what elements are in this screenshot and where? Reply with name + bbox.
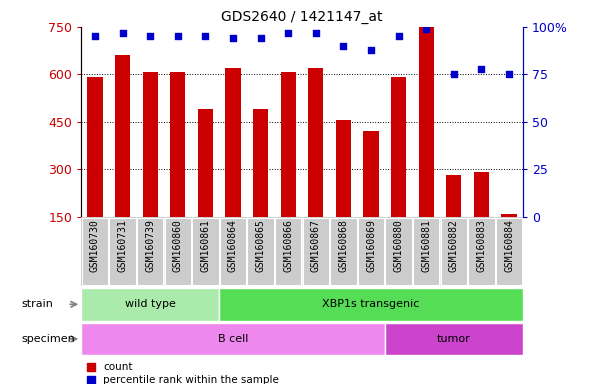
Point (504, 71, 514, 78)
FancyBboxPatch shape (192, 218, 219, 285)
Text: GSM160880: GSM160880 (394, 219, 404, 272)
FancyBboxPatch shape (468, 218, 495, 285)
Legend: count, percentile rank within the sample: count, percentile rank within the sample (87, 362, 279, 384)
Bar (364, 131, 379, 217)
FancyBboxPatch shape (82, 218, 108, 285)
Text: GSM160731: GSM160731 (118, 219, 127, 272)
Text: GSM160868: GSM160868 (338, 219, 349, 272)
Bar (115, 55, 130, 217)
Text: GSM160882: GSM160882 (449, 219, 459, 272)
Text: GSM160883: GSM160883 (477, 219, 486, 272)
FancyBboxPatch shape (385, 218, 412, 285)
Bar (81, 323, 385, 355)
Text: GSM160869: GSM160869 (366, 219, 376, 272)
Bar (142, 72, 157, 217)
Text: GSM160861: GSM160861 (200, 219, 210, 272)
Point (256, 35, 266, 41)
Text: XBP1s transgenic: XBP1s transgenic (322, 299, 419, 310)
Text: specimen: specimen (21, 334, 75, 344)
FancyBboxPatch shape (165, 218, 191, 285)
Bar (308, 68, 323, 217)
FancyBboxPatch shape (137, 218, 163, 285)
Text: wild type: wild type (125, 299, 175, 310)
Point (201, 33, 210, 40)
Bar (281, 72, 296, 217)
FancyBboxPatch shape (330, 218, 356, 285)
Bar (219, 288, 523, 321)
Point (90, 33, 100, 40)
Bar (474, 172, 489, 217)
Bar (419, 27, 434, 217)
Text: GSM160884: GSM160884 (504, 219, 514, 272)
Bar (87, 77, 103, 217)
Bar (385, 323, 523, 355)
Bar (225, 68, 240, 217)
Point (228, 35, 238, 41)
Point (284, 30, 293, 36)
Point (421, 26, 431, 32)
Bar (81, 288, 219, 321)
FancyBboxPatch shape (302, 218, 329, 285)
Text: GSM160860: GSM160860 (172, 219, 183, 272)
Text: GSM160867: GSM160867 (311, 219, 321, 272)
FancyBboxPatch shape (358, 218, 384, 285)
FancyBboxPatch shape (220, 218, 246, 285)
Text: B cell: B cell (218, 334, 248, 344)
Bar (501, 214, 517, 217)
Text: GSM160864: GSM160864 (228, 219, 238, 272)
Text: GSM160866: GSM160866 (283, 219, 293, 272)
Bar (447, 174, 462, 217)
FancyBboxPatch shape (248, 218, 274, 285)
Point (118, 30, 127, 36)
Text: GSM160865: GSM160865 (255, 219, 266, 272)
Bar (336, 120, 351, 217)
Point (449, 71, 459, 78)
Point (311, 30, 320, 36)
Bar (391, 77, 406, 217)
Text: GSM160881: GSM160881 (421, 219, 432, 272)
Point (366, 46, 376, 53)
Text: GSM160739: GSM160739 (145, 219, 155, 272)
FancyBboxPatch shape (109, 218, 136, 285)
FancyBboxPatch shape (496, 218, 522, 285)
Text: GDS2640 / 1421147_at: GDS2640 / 1421147_at (221, 10, 383, 23)
FancyBboxPatch shape (441, 218, 467, 285)
Text: GSM160730: GSM160730 (90, 219, 100, 272)
Bar (253, 109, 268, 217)
Point (145, 33, 155, 40)
Point (338, 43, 348, 49)
Text: tumor: tumor (437, 334, 471, 344)
Point (477, 66, 486, 72)
Point (173, 33, 183, 40)
FancyBboxPatch shape (413, 218, 439, 285)
Point (394, 33, 403, 40)
FancyBboxPatch shape (275, 218, 302, 285)
Text: strain: strain (21, 299, 53, 310)
Bar (170, 72, 185, 217)
Bar (198, 109, 213, 217)
